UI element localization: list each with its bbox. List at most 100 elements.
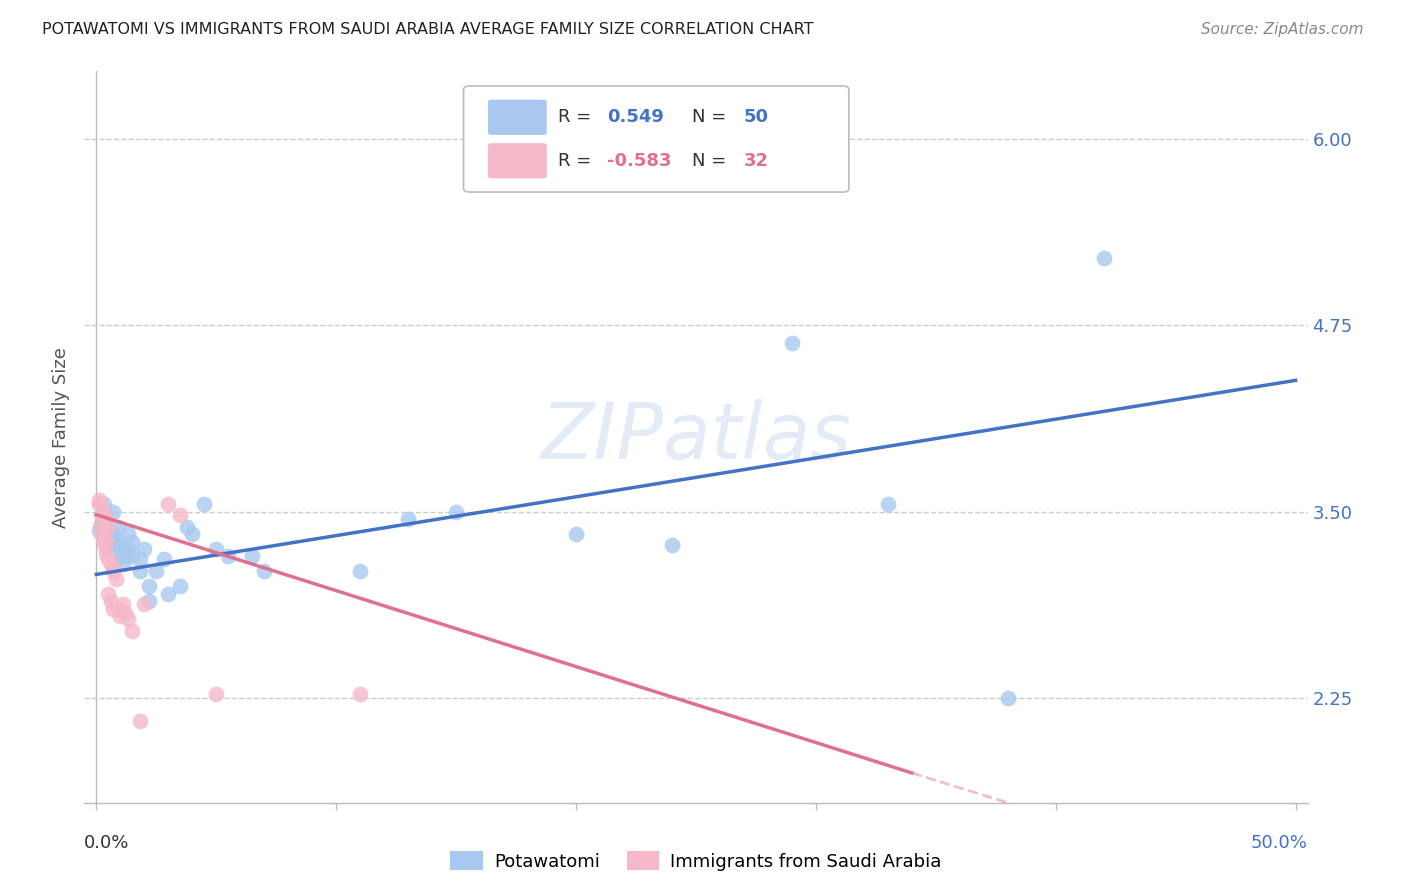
Point bbox=[117, 612, 139, 626]
Point bbox=[107, 519, 129, 533]
Point bbox=[87, 523, 110, 537]
Point bbox=[94, 527, 117, 541]
Point bbox=[444, 505, 467, 519]
Point bbox=[90, 508, 112, 522]
Text: N =: N = bbox=[692, 108, 733, 127]
Text: 50: 50 bbox=[744, 108, 769, 127]
Point bbox=[100, 537, 122, 551]
Point bbox=[349, 687, 371, 701]
Text: R =: R = bbox=[558, 108, 596, 127]
Text: -0.583: -0.583 bbox=[606, 152, 671, 169]
Point bbox=[111, 597, 134, 611]
Point bbox=[93, 523, 115, 537]
Point bbox=[90, 516, 112, 531]
Point bbox=[138, 594, 160, 608]
Point bbox=[121, 534, 143, 549]
Point bbox=[205, 687, 228, 701]
Point bbox=[396, 512, 419, 526]
Point bbox=[104, 572, 127, 586]
Point bbox=[114, 549, 136, 564]
Text: 32: 32 bbox=[744, 152, 769, 169]
Point bbox=[240, 549, 263, 564]
Point bbox=[128, 714, 150, 728]
Point bbox=[121, 549, 143, 564]
Point bbox=[101, 505, 124, 519]
Point bbox=[117, 527, 139, 541]
Point bbox=[1092, 251, 1115, 265]
FancyBboxPatch shape bbox=[464, 86, 849, 192]
Point bbox=[134, 542, 156, 557]
Point bbox=[349, 565, 371, 579]
Point bbox=[117, 542, 139, 557]
Point bbox=[104, 552, 127, 566]
Legend: Potawatomi, Immigrants from Saudi Arabia: Potawatomi, Immigrants from Saudi Arabia bbox=[443, 844, 949, 878]
Point bbox=[101, 547, 124, 561]
Point bbox=[876, 497, 898, 511]
FancyBboxPatch shape bbox=[488, 100, 547, 135]
Point bbox=[661, 537, 683, 551]
Point bbox=[94, 547, 117, 561]
Point bbox=[110, 609, 132, 624]
Point bbox=[93, 532, 115, 546]
Point bbox=[94, 508, 117, 522]
Point bbox=[205, 542, 228, 557]
Point bbox=[90, 527, 112, 541]
Point bbox=[152, 552, 174, 566]
Text: R =: R = bbox=[558, 152, 596, 169]
Point bbox=[145, 565, 167, 579]
Point bbox=[176, 519, 198, 533]
Point bbox=[93, 497, 115, 511]
Point bbox=[87, 497, 110, 511]
Text: ZIPatlas: ZIPatlas bbox=[540, 399, 852, 475]
Point bbox=[134, 597, 156, 611]
Point bbox=[97, 523, 120, 537]
Point bbox=[157, 587, 180, 601]
Point bbox=[110, 534, 132, 549]
Point bbox=[94, 534, 117, 549]
Point bbox=[110, 547, 132, 561]
Point bbox=[94, 534, 117, 549]
Point bbox=[93, 512, 115, 526]
Text: 0.549: 0.549 bbox=[606, 108, 664, 127]
Point bbox=[128, 552, 150, 566]
Point bbox=[193, 497, 215, 511]
Point bbox=[87, 492, 110, 507]
Text: POTAWATOMI VS IMMIGRANTS FROM SAUDI ARABIA AVERAGE FAMILY SIZE CORRELATION CHART: POTAWATOMI VS IMMIGRANTS FROM SAUDI ARAB… bbox=[42, 22, 814, 37]
Point bbox=[100, 532, 122, 546]
Point bbox=[90, 516, 112, 531]
Point bbox=[997, 691, 1019, 706]
Point bbox=[101, 527, 124, 541]
Point bbox=[100, 557, 122, 571]
Text: N =: N = bbox=[692, 152, 733, 169]
Point bbox=[93, 505, 115, 519]
Text: 0.0%: 0.0% bbox=[84, 834, 129, 852]
Point bbox=[169, 579, 191, 593]
Point bbox=[121, 624, 143, 639]
Point bbox=[101, 601, 124, 615]
Point bbox=[157, 497, 180, 511]
Text: 50.0%: 50.0% bbox=[1251, 834, 1308, 852]
Point bbox=[138, 579, 160, 593]
Point bbox=[101, 565, 124, 579]
Point bbox=[104, 537, 127, 551]
Point bbox=[107, 601, 129, 615]
Point bbox=[217, 549, 239, 564]
Point bbox=[169, 508, 191, 522]
Point bbox=[97, 552, 120, 566]
Point bbox=[93, 537, 115, 551]
Point bbox=[565, 527, 588, 541]
Point bbox=[181, 527, 204, 541]
Point bbox=[780, 336, 803, 351]
Point bbox=[114, 606, 136, 620]
Point bbox=[111, 557, 134, 571]
Text: Source: ZipAtlas.com: Source: ZipAtlas.com bbox=[1201, 22, 1364, 37]
Point bbox=[94, 512, 117, 526]
Point bbox=[253, 565, 276, 579]
Point bbox=[100, 594, 122, 608]
FancyBboxPatch shape bbox=[488, 144, 547, 178]
Point bbox=[128, 565, 150, 579]
Point bbox=[97, 519, 120, 533]
Y-axis label: Average Family Size: Average Family Size bbox=[52, 347, 70, 527]
Point bbox=[97, 542, 120, 557]
Point bbox=[97, 587, 120, 601]
